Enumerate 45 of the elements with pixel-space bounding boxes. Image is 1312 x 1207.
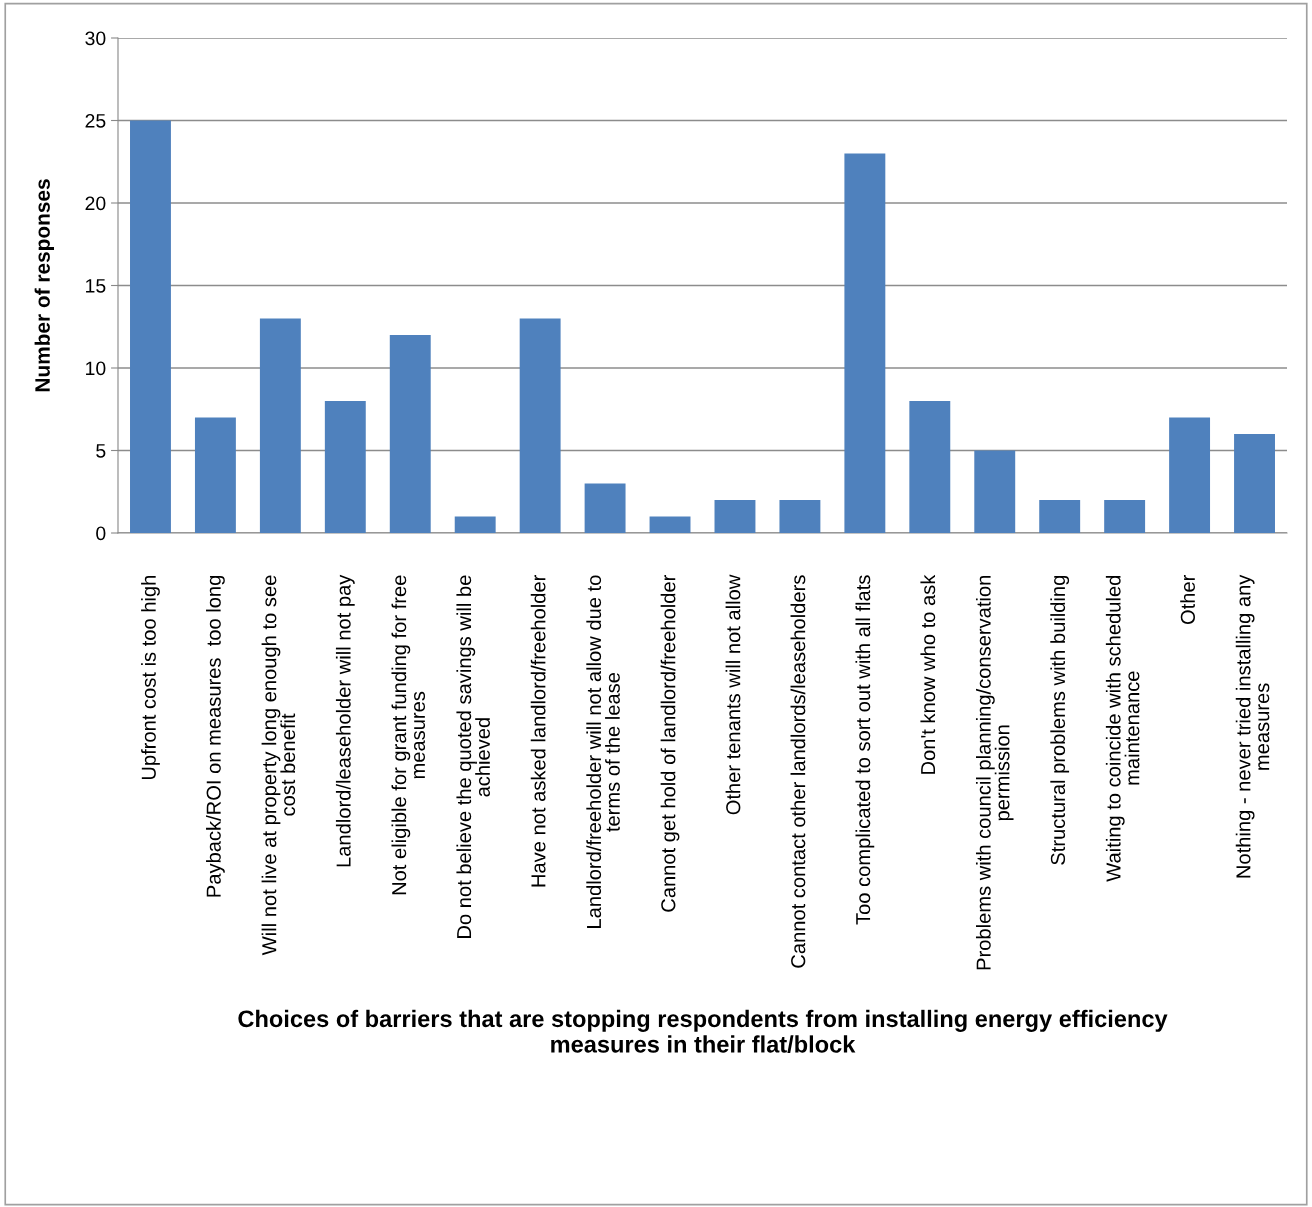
x-tick-label: Do not believe the quoted savings will be achieved bbox=[456, 575, 490, 938]
x-tick-label: Structural problems with building bbox=[1050, 575, 1070, 865]
bar bbox=[259, 318, 301, 533]
bar bbox=[649, 516, 691, 533]
bar bbox=[974, 450, 1016, 533]
bar bbox=[130, 120, 171, 533]
bar bbox=[519, 318, 561, 533]
y-tick-label: 30 bbox=[85, 31, 106, 46]
x-tick-label: Don't know who to ask bbox=[920, 574, 936, 774]
x-tick-label: Other bbox=[1180, 575, 1195, 625]
bar bbox=[714, 500, 756, 533]
y-axis-title: Number of responses bbox=[34, 179, 55, 392]
bar bbox=[909, 401, 951, 533]
bar bbox=[844, 153, 886, 533]
bar bbox=[324, 401, 366, 533]
bar bbox=[454, 516, 496, 533]
bar bbox=[1169, 417, 1211, 533]
y-tick-label: 15 bbox=[86, 279, 106, 293]
bar bbox=[1104, 500, 1146, 533]
x-tick-label: Problems with council planning/conservation permission bbox=[975, 575, 1014, 970]
y-tick-label: 0 bbox=[96, 526, 106, 541]
x-tick-label: Landlord/freeholder will not allow due to terms of the lease bbox=[586, 575, 620, 928]
x-tick-label: Cannot contact other landlords/leaseholders bbox=[790, 575, 806, 968]
bar bbox=[389, 335, 431, 533]
x-tick-label: Cannot get hold of landlord/freeholder bbox=[660, 574, 680, 912]
y-tick-label: 25 bbox=[85, 113, 106, 128]
x-tick-label: Will not live at property long enough to see cost benefit bbox=[261, 575, 296, 956]
y-tick-label: 5 bbox=[96, 444, 106, 458]
bar bbox=[194, 417, 236, 533]
x-tick-label: Landlord/leaseholder will not pay bbox=[335, 574, 355, 867]
y-tick-label: 20 bbox=[85, 196, 106, 211]
x-tick-label: Waiting to coincide with scheduled maintenance bbox=[1105, 575, 1140, 882]
x-tick-label: Nothing - never tried installing any measures bbox=[1235, 574, 1270, 878]
x-tick-label: Upfront cost is too high bbox=[141, 575, 160, 780]
bar bbox=[1234, 434, 1275, 533]
x-tick-label: Payback/ROI on measures too long bbox=[206, 575, 225, 897]
x-tick-label: Not eligible for grant funding for free measures bbox=[391, 575, 426, 895]
x-axis-title: Choices of barriers that are stopping respondents from installing energy efficiency measures in their flat/block bbox=[238, 1009, 1168, 1053]
x-tick-label: Too complicated to sort out with all flats bbox=[855, 575, 875, 925]
bar bbox=[1039, 500, 1081, 533]
x-tick-label: Have not asked landlord/freeholder bbox=[530, 574, 546, 887]
bar bbox=[779, 500, 821, 533]
x-tick-label: Other tenants will not allow bbox=[725, 574, 741, 815]
bar bbox=[584, 483, 626, 533]
y-tick-label: 10 bbox=[86, 361, 106, 376]
